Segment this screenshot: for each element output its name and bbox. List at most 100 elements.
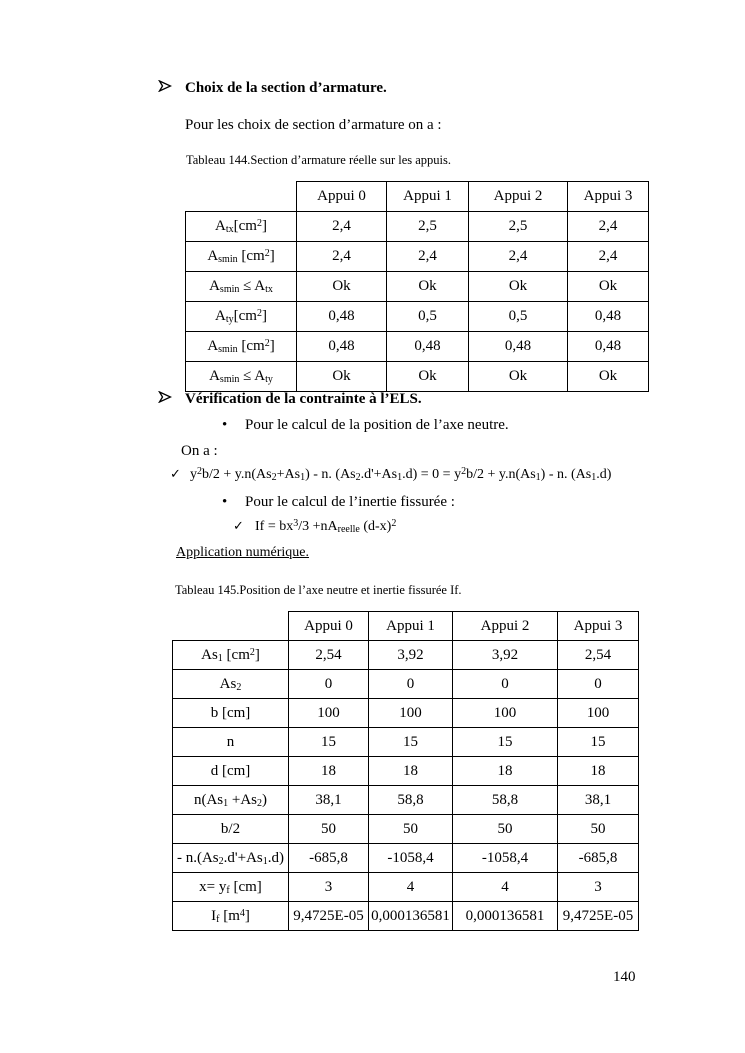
table-cell: 2,5 [386, 211, 469, 242]
arrow-bullet-icon [158, 391, 185, 408]
table-cell: 0,000136581 [452, 901, 558, 931]
row-label: x= yf [cm] [172, 872, 289, 902]
bullet-item-inertie: • Pour le calcul de l’inertie fissurée : [222, 494, 455, 511]
table-header-row: Appui 0 Appui 1 Appui 2 Appui 3 [172, 611, 639, 641]
table-cell: 0 [452, 669, 558, 699]
table-cell: 3,92 [368, 640, 453, 670]
table-cell: 15 [368, 727, 453, 757]
application-numerique-label: Application numérique. [176, 545, 309, 560]
table-cell: 2,4 [296, 211, 387, 242]
page-number: 140 [613, 969, 636, 985]
table-cell: 58,8 [368, 785, 453, 815]
table-cell: 50 [557, 814, 639, 844]
table-cell: 3 [288, 872, 369, 902]
column-header: Appui 2 [468, 181, 568, 212]
table-cell: 2,54 [557, 640, 639, 670]
table-row: Asmin ≤ Aty Ok Ok Ok Ok [185, 361, 649, 392]
table-cell: 2,4 [296, 241, 387, 272]
table2-caption: Tableau 145.Position de l’axe neutre et … [175, 583, 462, 597]
table-cell: 2,5 [468, 211, 568, 242]
row-label: As1 [cm2] [172, 640, 289, 670]
table-cell: 0,48 [468, 331, 568, 362]
corner-cell [172, 611, 289, 641]
armature-table: Appui 0 Appui 1 Appui 2 Appui 3 Atx[cm2] 2,4 2… [185, 181, 649, 392]
column-header: Appui 1 [368, 611, 453, 641]
table-row: - n.(As2.d'+As1.d) -685,8 -1058,4 -1058,4 -6… [172, 843, 639, 873]
table-cell: 0,48 [296, 331, 387, 362]
row-label: d [cm] [172, 756, 289, 786]
table-cell: 50 [368, 814, 453, 844]
table-cell: -1058,4 [452, 843, 558, 873]
table-cell: 50 [452, 814, 558, 844]
table-row: Asmin [cm2] 0,48 0,48 0,48 0,48 [185, 331, 649, 362]
table-cell: 0 [288, 669, 369, 699]
table-cell: 0,48 [567, 301, 649, 332]
table-cell: 0,48 [296, 301, 387, 332]
table-cell: 100 [368, 698, 453, 728]
table-cell: 38,1 [557, 785, 639, 815]
table-cell: 2,54 [288, 640, 369, 670]
column-header: Appui 3 [557, 611, 639, 641]
table-header-row: Appui 0 Appui 1 Appui 2 Appui 3 [185, 181, 649, 212]
table-cell: 15 [288, 727, 369, 757]
dot-bullet-icon: • [222, 417, 228, 433]
table-cell: 0,000136581 [368, 901, 453, 931]
table-row: d [cm] 18 18 18 18 [172, 756, 639, 786]
table-cell: -685,8 [557, 843, 639, 873]
table-row: Aty[cm2] 0,48 0,5 0,5 0,48 [185, 301, 649, 332]
table-row: If [m4] 9,4725E-05 0,000136581 0,000136581 9… [172, 901, 639, 931]
table-cell: 2,4 [386, 241, 469, 272]
corner-cell [185, 181, 297, 212]
table-cell: 9,4725E-05 [288, 901, 369, 931]
row-label: If [m4] [172, 901, 289, 931]
table-cell: 100 [452, 698, 558, 728]
table-cell: Ok [567, 271, 649, 302]
arrow-bullet-icon [158, 80, 185, 97]
intro-paragraph: Pour les choix de section d’armature on … [185, 117, 442, 133]
table-cell: Ok [386, 271, 469, 302]
column-header: Appui 1 [386, 181, 469, 212]
table-cell: Ok [567, 361, 649, 392]
table-cell: 4 [452, 872, 558, 902]
table-row: Atx[cm2] 2,4 2,5 2,5 2,4 [185, 211, 649, 242]
row-label: Asmin ≤ Aty [185, 361, 297, 392]
table-cell: 9,4725E-05 [557, 901, 639, 931]
equation-inertia: ✓ If = bx3/3 +nAreelle (d-x)2 [233, 519, 396, 535]
table-row: Asmin [cm2] 2,4 2,4 2,4 2,4 [185, 241, 649, 272]
row-label: b/2 [172, 814, 289, 844]
row-label: n [172, 727, 289, 757]
table-row: b [cm] 100 100 100 100 [172, 698, 639, 728]
equation-text: If = bx3/3 +nAreelle (d-x)2 [255, 518, 397, 535]
table-cell: 38,1 [288, 785, 369, 815]
row-label: Atx[cm2] [185, 211, 297, 242]
table-cell: -1058,4 [368, 843, 453, 873]
table-cell: 4 [368, 872, 453, 902]
table-row: n(As1 +As2) 38,1 58,8 58,8 38,1 [172, 785, 639, 815]
row-label: Aty[cm2] [185, 301, 297, 332]
column-header: Appui 3 [567, 181, 649, 212]
table-cell: 18 [288, 756, 369, 786]
table-cell: 18 [452, 756, 558, 786]
on-a-label: On a : [181, 443, 218, 459]
row-label: - n.(As2.d'+As1.d) [172, 843, 289, 873]
table-cell: 15 [557, 727, 639, 757]
dot-bullet-icon: • [222, 494, 228, 510]
table-cell: 0 [368, 669, 453, 699]
table-cell: 100 [557, 698, 639, 728]
table-cell: 3,92 [452, 640, 558, 670]
row-label: n(As1 +As2) [172, 785, 289, 815]
table-cell: -685,8 [288, 843, 369, 873]
table-cell: Ok [296, 271, 387, 302]
table-cell: 2,4 [468, 241, 568, 272]
table-cell: 2,4 [567, 241, 649, 272]
bullet-text: Pour le calcul de la position de l’axe n… [245, 417, 509, 433]
section-heading-verification: Vérification de la contrainte à l’ELS. [158, 391, 422, 408]
row-label: As2 [172, 669, 289, 699]
table-cell: 0,5 [386, 301, 469, 332]
table-cell: 0,5 [468, 301, 568, 332]
heading-text: Vérification de la contrainte à l’ELS. [185, 391, 422, 407]
column-header: Appui 0 [296, 181, 387, 212]
table-cell: 50 [288, 814, 369, 844]
table-row: Asmin ≤ Atx Ok Ok Ok Ok [185, 271, 649, 302]
